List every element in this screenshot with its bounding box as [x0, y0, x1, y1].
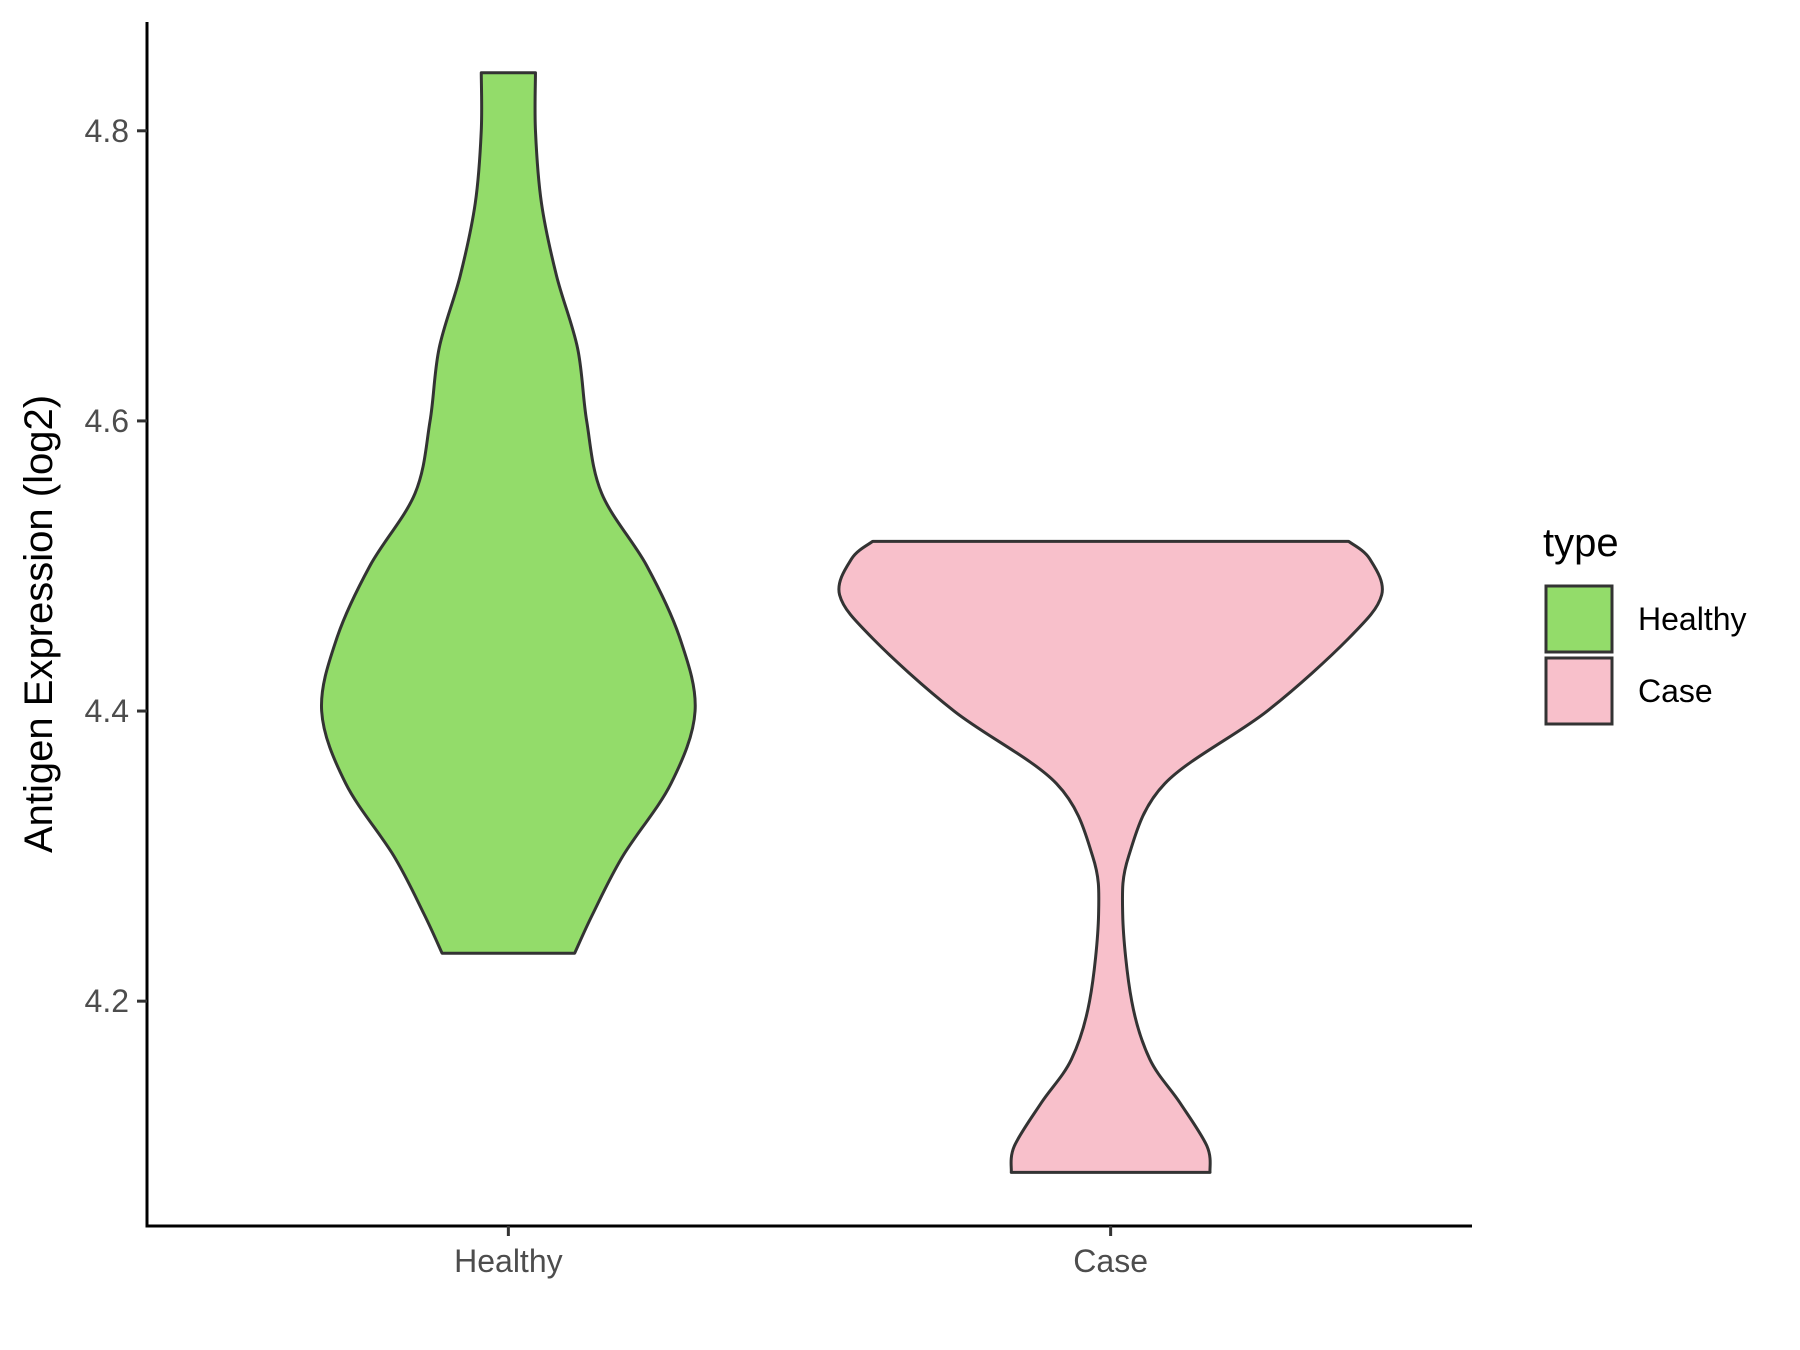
legend-title: type: [1543, 521, 1619, 565]
violin-healthy: [320, 71, 697, 955]
legend-key-case: [1544, 656, 1614, 726]
legend-label-healthy: Healthy: [1638, 601, 1747, 637]
y-tick-label: 4.6: [85, 403, 129, 439]
y-tick-label: 4.8: [85, 113, 129, 149]
x-tick-label: Healthy: [454, 1243, 563, 1279]
x-tick-label: Case: [1073, 1243, 1148, 1279]
axes-layer: [145, 22, 1472, 1228]
violin-case: [837, 539, 1384, 1174]
y-axis-title: Antigen Expression (log2): [17, 395, 61, 853]
violins-layer: [320, 71, 1384, 1174]
legend-key-healthy: [1544, 584, 1614, 654]
y-tick-label: 4.2: [85, 983, 129, 1019]
legend: type Healthy Case: [1543, 521, 1747, 726]
y-tick-label: 4.4: [85, 693, 129, 729]
legend-label-case: Case: [1638, 673, 1713, 709]
ticks-layer: 4.2 4.4 4.6 4.8 Healthy Case: [85, 113, 1148, 1279]
